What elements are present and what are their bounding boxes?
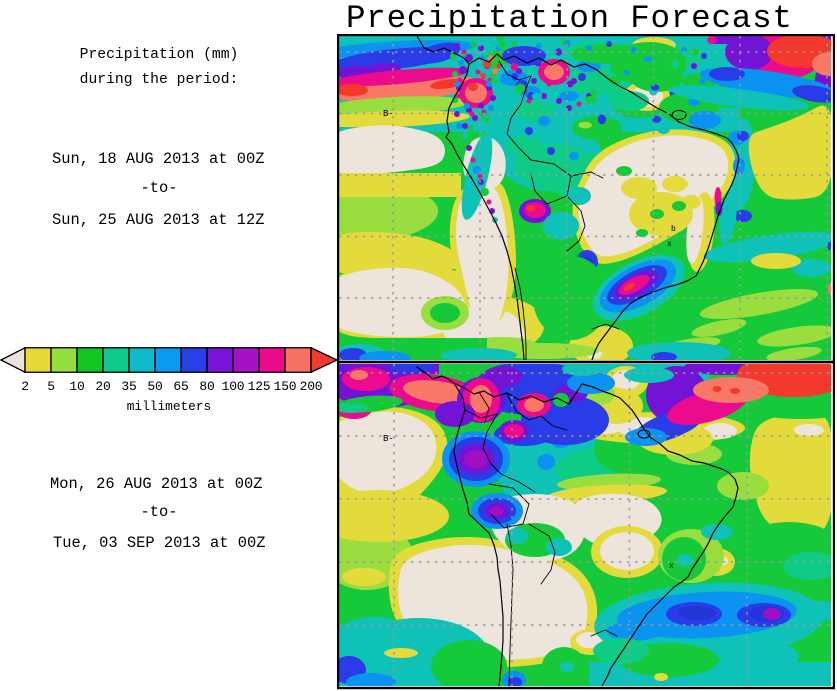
- svg-text:B-: B-: [383, 109, 394, 119]
- svg-text:x: x: [669, 562, 674, 571]
- svg-text:B-: B-: [383, 434, 394, 444]
- svg-text:x: x: [667, 240, 672, 249]
- svg-text:b: b: [671, 225, 676, 234]
